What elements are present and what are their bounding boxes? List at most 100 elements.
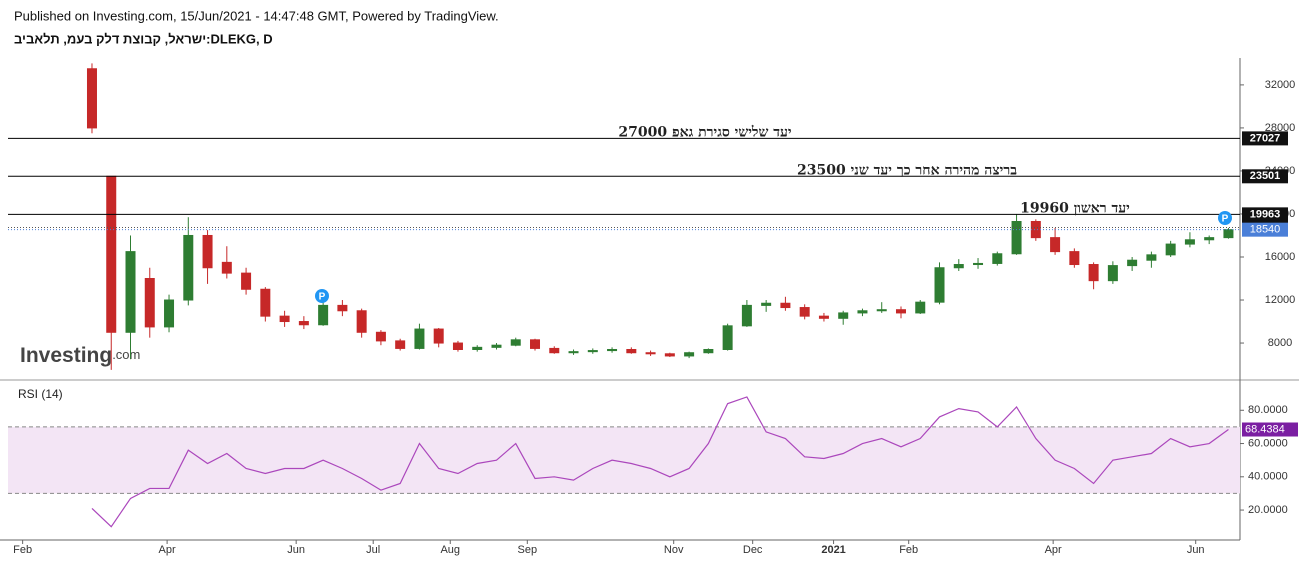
candle-body [241,272,252,290]
rsi-last-bg [1242,422,1298,437]
logo-name: Investing [20,344,112,367]
logo: Investing.com [20,344,140,367]
rsi-last-label: 68.4384 [1245,423,1285,435]
candle-body [279,315,290,323]
candle-body [799,307,810,317]
x-tick-label: Feb [13,544,32,556]
candle-body [761,302,772,306]
level-label: 19963 [1250,208,1281,220]
candle-body [780,302,791,309]
last-price-label: 18540 [1250,224,1281,236]
candle-body [703,348,714,354]
y-tick-label: 60.0000 [1248,437,1288,449]
candle-body [472,346,483,350]
candle-body [1146,254,1157,261]
last-price-bg [1242,222,1288,237]
candle-body [953,264,964,269]
candle-body [568,351,579,354]
candle-body [549,347,560,354]
candle-body [1050,237,1061,253]
x-tick-label: 2021 [821,544,845,556]
candle-body [684,352,695,357]
candle-body [298,321,309,326]
x-tick-label: Dec [743,544,763,556]
marker-label: P [319,292,326,303]
logo-suffix: .com [112,347,140,362]
marker-label: P [1222,214,1229,225]
candle-body [934,267,945,303]
published-note: Published on Investing.com, 15/Jun/2021 … [14,8,499,23]
candle-body [857,310,868,314]
candle-body [587,350,598,353]
x-tick-label: Jun [1187,544,1205,556]
candle-body [1030,220,1041,239]
level-label-bg [1242,207,1288,222]
candle-body [664,353,675,357]
y-tick-label: 20.0000 [1248,504,1288,516]
candle-body [375,331,386,342]
y-tick-label: 28000 [1265,122,1296,134]
candle-body [356,310,367,333]
candle-body [1088,264,1099,282]
marker [315,289,329,303]
candle-body [645,352,656,355]
annotation: יעד שלישי סגירת גאפ 27000 [618,124,791,140]
candle-body [221,261,232,274]
candle-body [86,68,97,129]
candle-body [144,278,155,328]
candle-body [260,288,271,317]
candle-body [1223,229,1234,239]
candle-body [722,325,733,350]
candle-body [510,339,521,346]
candle-body [1127,259,1138,267]
y-tick-label: 40.0000 [1248,471,1288,483]
candle-body [1107,265,1118,282]
x-tick-label: Jun [287,544,305,556]
y-tick-label: 32000 [1265,79,1296,91]
candle-body [1011,220,1022,255]
annotation: יעד ראשון 19960 [1020,200,1130,216]
x-tick-label: Apr [159,544,176,556]
y-tick-label: 8000 [1268,337,1292,349]
candle-body [973,262,984,266]
candle-body [530,339,541,349]
candle-body [1204,237,1215,241]
candle-body [125,251,136,333]
x-tick-label: Aug [440,544,460,556]
x-tick-label: Feb [899,544,918,556]
candle-body [433,328,444,344]
level-label-bg [1242,169,1288,184]
marker [1218,211,1232,225]
chart-title: ישראל, קבוצת דלק בעמ, תלאביב:DLEKG, D [14,31,273,46]
candle-body [992,253,1003,264]
x-tick-label: Nov [664,544,684,556]
pane-title: RSI (14) [18,387,63,401]
candle-body [202,234,213,269]
candle-body [491,344,502,348]
candle-body [164,299,175,328]
candle-body [1165,243,1176,256]
candle-body [452,342,463,350]
candle-body [607,348,618,352]
y-tick-label: 80.0000 [1248,404,1288,416]
level-label: 27027 [1250,132,1281,144]
candle-body [1184,239,1195,245]
x-tick-label: Apr [1045,544,1062,556]
candle-body [876,309,887,312]
candle-body [318,304,329,326]
candle-body [414,328,425,349]
candle-body [337,304,348,312]
candle-body [1069,251,1080,266]
candle-body [895,309,906,314]
candle-body [106,175,117,333]
y-tick-label: 16000 [1265,251,1296,263]
candle-body [395,340,406,349]
candle-body [183,234,194,301]
candle-body [838,312,849,319]
x-tick-label: Jul [366,544,380,556]
y-tick-label: 12000 [1265,294,1296,306]
candle-body [741,304,752,327]
x-tick-label: Sep [518,544,538,556]
annotation: בריצה מהירה אחר כך יעד שני 23500 [797,162,1017,178]
